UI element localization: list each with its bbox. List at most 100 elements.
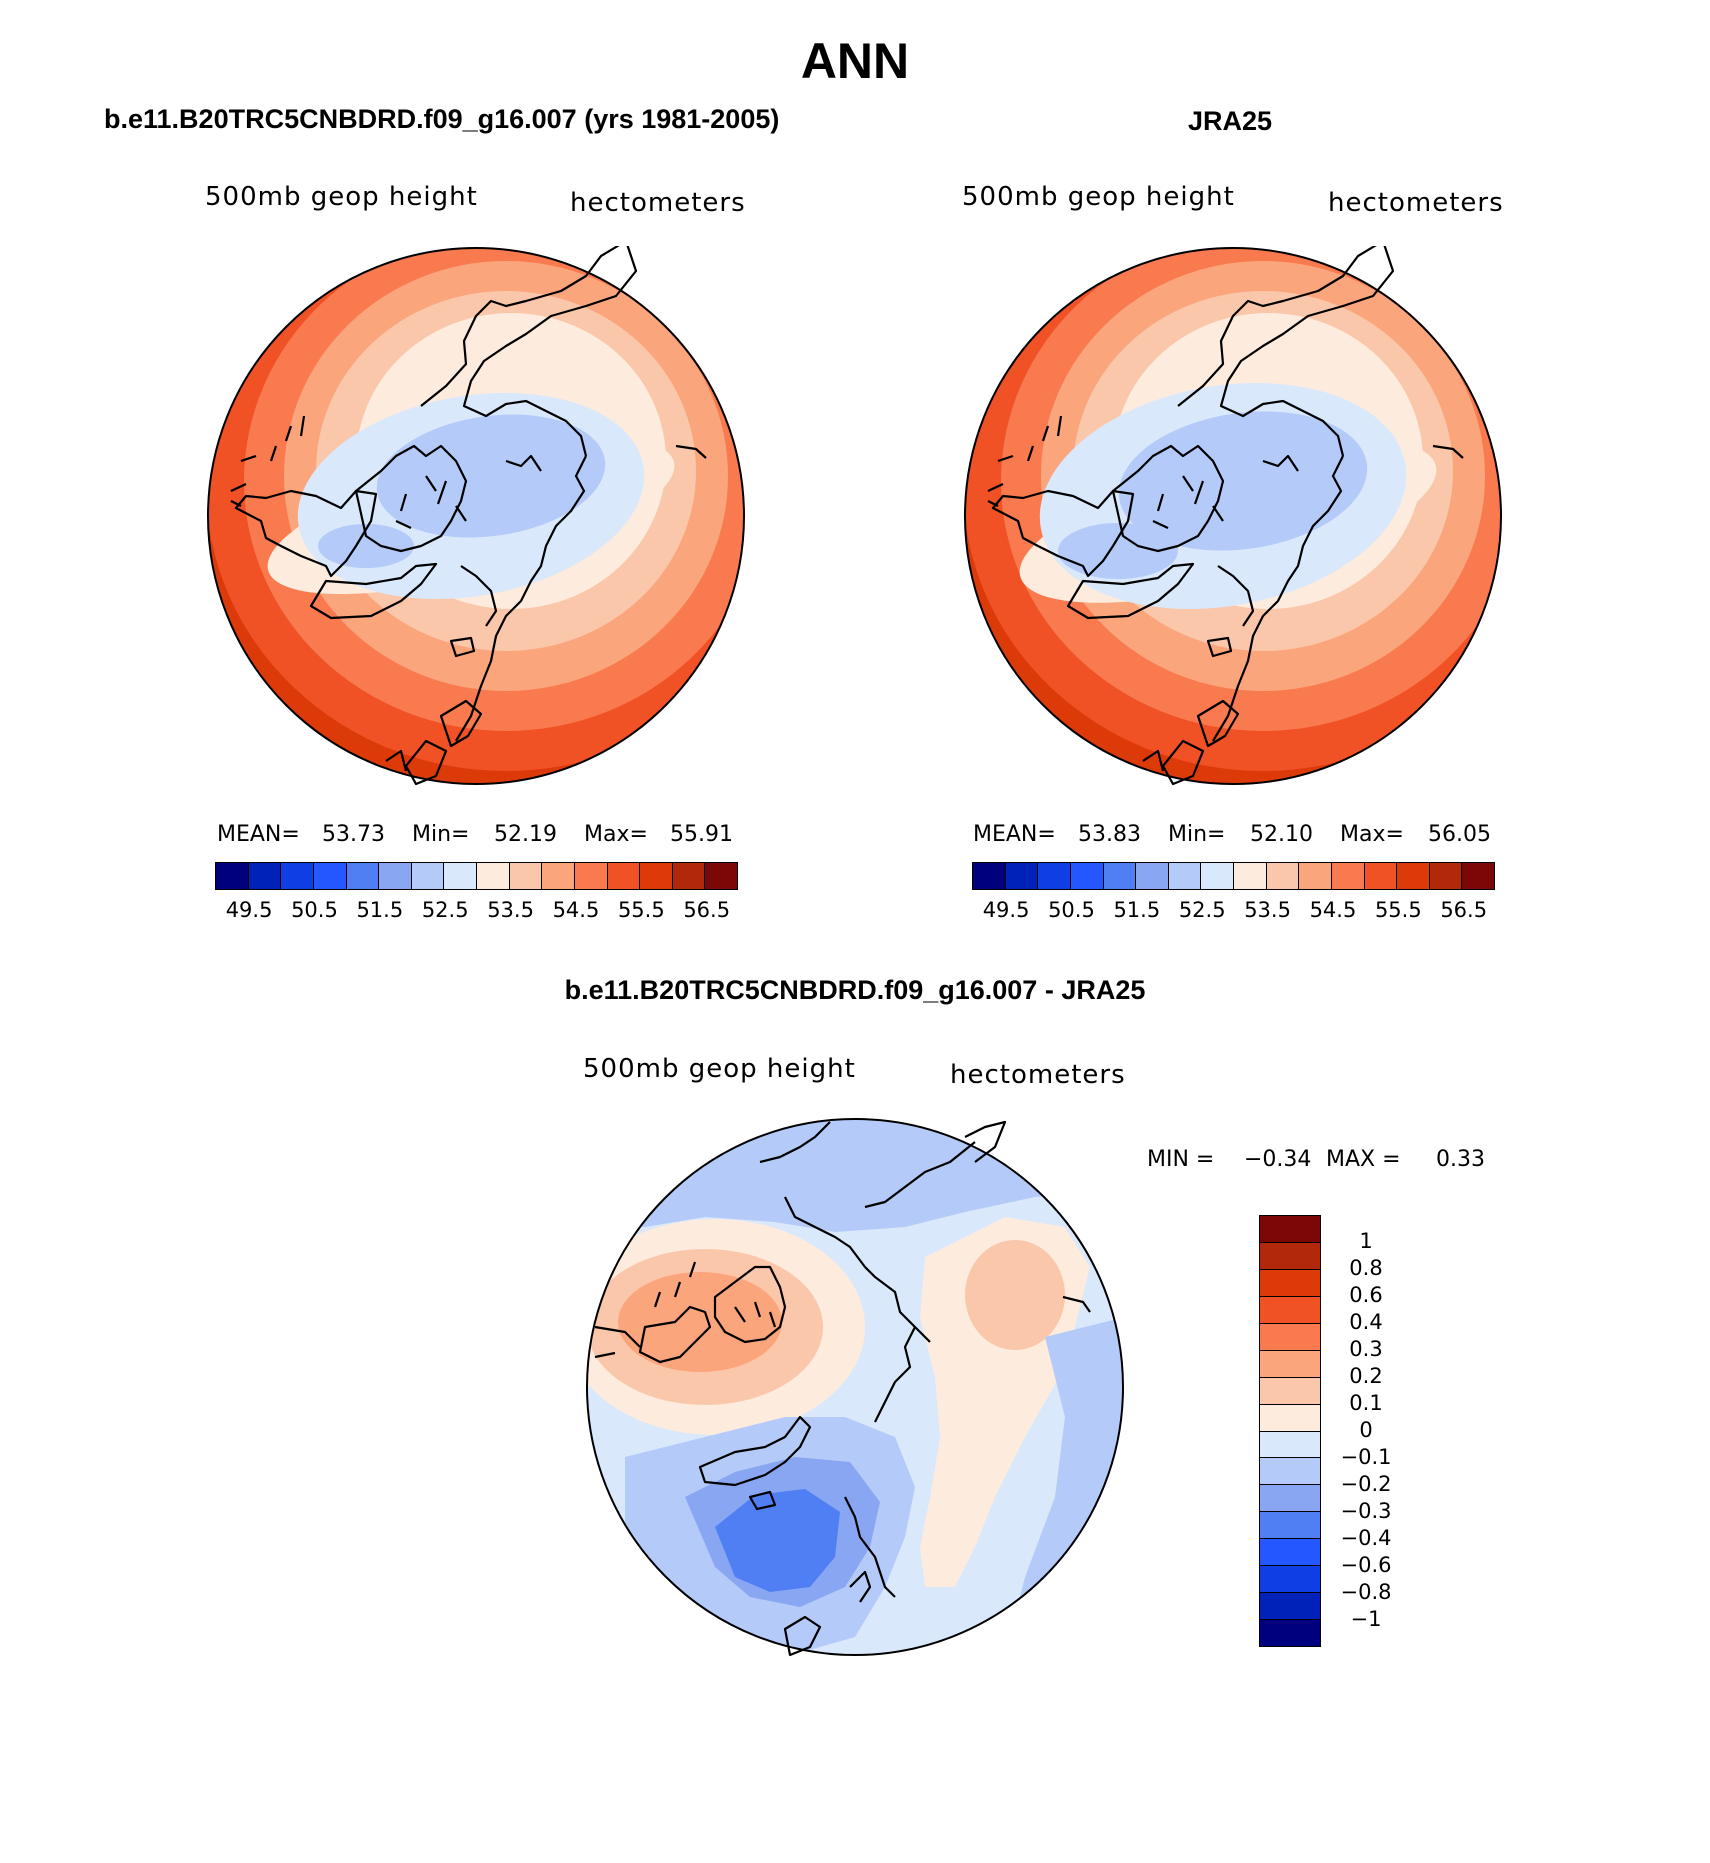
colorbar-swatch — [1299, 863, 1332, 889]
colorbar-swatch — [574, 863, 608, 889]
colorbar-swatch — [1260, 1269, 1320, 1297]
colorbar-tick-label: −0.6 — [1340, 1553, 1392, 1577]
colorbar-swatch — [1038, 863, 1071, 889]
colorbar-swatch — [1364, 863, 1398, 889]
model-max-label: Max= — [584, 822, 648, 847]
obs-max-value: 56.05 — [1428, 822, 1491, 847]
colorbar-tick-label: 0.4 — [1349, 1310, 1383, 1334]
colorbar-swatch — [1070, 863, 1104, 889]
diff-max-value: 0.33 — [1436, 1147, 1485, 1172]
colorbar-swatch — [313, 863, 347, 889]
colorbar-swatch — [1136, 863, 1169, 889]
model-mean-value: 53.73 — [322, 822, 385, 847]
colorbar-swatch — [1260, 1242, 1320, 1270]
colorbar-tick-label: 50.5 — [291, 898, 338, 922]
colorbar-swatch — [216, 863, 249, 889]
colorbar-swatch — [1429, 863, 1463, 889]
colorbar-tick-label: 0.2 — [1349, 1364, 1383, 1388]
colorbar-swatch — [1260, 1566, 1320, 1594]
colorbar-swatch — [509, 863, 543, 889]
colorbar-tick-label: 49.5 — [982, 898, 1030, 922]
colorbar-tick-label: −0.3 — [1340, 1499, 1392, 1523]
colorbar-tick-label: 52.5 — [1178, 898, 1226, 922]
colorbar-swatch — [672, 863, 706, 889]
colorbar-swatch — [1260, 1296, 1320, 1324]
model-min-label: Min= — [412, 822, 470, 847]
obs-mean-label: MEAN= — [973, 822, 1056, 847]
colorbar-tick-label: 55.5 — [617, 898, 665, 922]
colorbar-swatch — [1331, 863, 1365, 889]
colorbar-swatch — [973, 863, 1006, 889]
difference-polar-map — [586, 1118, 1124, 1657]
panel-model-variable: 500mb geop height — [205, 182, 478, 212]
colorbar-swatch — [346, 863, 380, 889]
colorbar-swatch — [477, 863, 510, 889]
colorbar-swatch — [1168, 863, 1202, 889]
diff-max-label: MAX = — [1326, 1147, 1401, 1172]
colorbar-tick-label: 55.5 — [1374, 898, 1422, 922]
colorbar-tick-label: 0.8 — [1349, 1256, 1383, 1280]
panel-diff-variable: 500mb geop height — [583, 1054, 856, 1084]
colorbar-swatch — [1201, 863, 1234, 889]
colorbar-tick-label: 0.3 — [1349, 1337, 1383, 1361]
colorbar-swatch — [1462, 863, 1494, 889]
colorbar-swatch — [1260, 1620, 1320, 1646]
colorbar-tick-label: −0.4 — [1340, 1526, 1392, 1550]
colorbar-swatch — [1397, 863, 1430, 889]
difference-colorbar — [1259, 1215, 1321, 1647]
colorbar-swatch — [379, 863, 412, 889]
colorbar-swatch — [411, 863, 445, 889]
colorbar-swatch — [607, 863, 641, 889]
panel-obs-units: hectometers — [1328, 188, 1504, 218]
figure-title: ANN — [800, 33, 910, 89]
colorbar-tick-label: −0.1 — [1340, 1445, 1392, 1469]
colorbar-swatch — [1260, 1512, 1320, 1540]
model-colorbar — [215, 862, 738, 890]
colorbar-tick-label: 54.5 — [552, 898, 600, 922]
colorbar-swatch — [1234, 863, 1267, 889]
colorbar-swatch — [1260, 1216, 1320, 1243]
colorbar-swatch — [705, 863, 737, 889]
diff-min-value: −0.34 — [1244, 1147, 1312, 1172]
colorbar-tick-label: 0.1 — [1349, 1391, 1383, 1415]
colorbar-swatch — [1260, 1485, 1320, 1513]
obs-polar-map — [964, 246, 1502, 786]
colorbar-swatch — [1260, 1323, 1320, 1351]
colorbar-tick-label: 0.6 — [1349, 1283, 1383, 1307]
panel-model-units: hectometers — [570, 188, 746, 218]
colorbar-swatch — [281, 863, 314, 889]
colorbar-swatch — [640, 863, 673, 889]
colorbar-tick-label: 1 — [1359, 1229, 1373, 1253]
model-min-value: 52.19 — [494, 822, 557, 847]
colorbar-tick-label: 56.5 — [683, 898, 731, 922]
colorbar-tick-label: 50.5 — [1048, 898, 1095, 922]
panel-obs-title: JRA25 — [1188, 106, 1273, 136]
obs-mean-value: 53.83 — [1078, 822, 1141, 847]
colorbar-swatch — [542, 863, 575, 889]
colorbar-swatch — [1260, 1350, 1320, 1378]
diff-min-label: MIN = — [1147, 1147, 1215, 1172]
colorbar-tick-label: 54.5 — [1309, 898, 1357, 922]
panel-diff-title: b.e11.B20TRC5CNBDRD.f09_g16.007 - JRA25 — [564, 975, 1146, 1005]
colorbar-swatch — [444, 863, 477, 889]
obs-min-value: 52.10 — [1250, 822, 1313, 847]
model-mean-label: MEAN= — [217, 822, 300, 847]
colorbar-tick-label: −1 — [1350, 1607, 1382, 1631]
colorbar-swatch — [248, 863, 282, 889]
colorbar-tick-label: 49.5 — [225, 898, 273, 922]
colorbar-tick-label: 53.5 — [1244, 898, 1291, 922]
model-polar-map — [207, 246, 745, 786]
colorbar-swatch — [1260, 1539, 1320, 1567]
colorbar-tick-label: 53.5 — [487, 898, 534, 922]
colorbar-swatch — [1266, 863, 1300, 889]
colorbar-tick-label: 52.5 — [421, 898, 469, 922]
colorbar-swatch — [1260, 1431, 1320, 1459]
obs-colorbar — [972, 862, 1495, 890]
panel-model-title: b.e11.B20TRC5CNBDRD.f09_g16.007 (yrs 198… — [104, 104, 780, 134]
colorbar-swatch — [1005, 863, 1039, 889]
colorbar-tick-label: 51.5 — [356, 898, 404, 922]
colorbar-swatch — [1260, 1593, 1320, 1621]
panel-diff-units: hectometers — [950, 1060, 1126, 1090]
colorbar-swatch — [1260, 1377, 1320, 1405]
colorbar-tick-label: 51.5 — [1113, 898, 1161, 922]
